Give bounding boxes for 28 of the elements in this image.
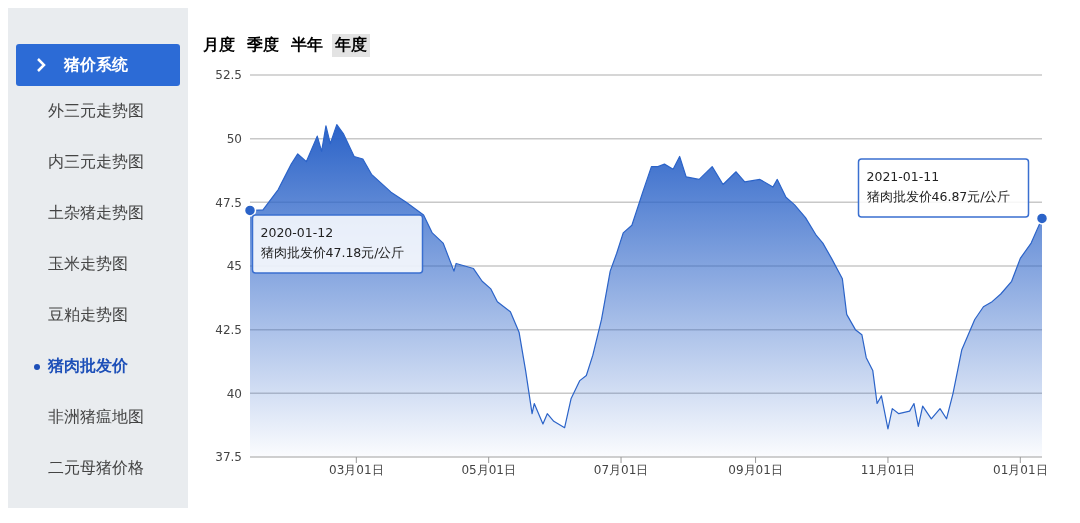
text: 豆粕走势图 <box>48 305 128 326</box>
text: 内三元走势图 <box>48 152 144 173</box>
x-tick-label: 01月01日 <box>993 462 1048 477</box>
annotation: 2021-01-11 猪肉批发价46.87元/公斤 <box>866 168 1011 204</box>
x-tick-label: 11月01日 <box>860 462 916 477</box>
text: 月度 <box>202 34 236 56</box>
annotation: 2020-01-12 猪肉批发价47.18元/公斤 <box>260 224 405 260</box>
text: 季度 <box>246 34 280 56</box>
y-tick-label: 52.5 <box>215 68 242 83</box>
text: 玉米走势图 <box>48 254 128 275</box>
y-tick-label: 47.5 <box>215 195 242 210</box>
text: 猪价系统 <box>64 54 128 76</box>
y-tick-label: 45 <box>226 259 242 274</box>
y-tick-label: 50 <box>226 131 242 146</box>
x-tick-label: 07月01日 <box>593 462 649 477</box>
y-tick-label: 37.5 <box>215 450 242 465</box>
x-tick-label: 03月01日 <box>329 462 384 477</box>
x-tick-label: 05月01日 <box>461 462 516 477</box>
y-tick-label: 42.5 <box>215 322 242 337</box>
text: 二元母猪价格 <box>48 458 144 479</box>
text: 猪肉批发价 <box>48 356 128 377</box>
text: 半年 <box>290 34 324 56</box>
text: 土杂猪走势图 <box>48 203 144 224</box>
text: 年度 <box>332 34 370 57</box>
text: 外三元走势图 <box>48 101 144 122</box>
x-tick-label: 09月01日 <box>728 462 783 477</box>
y-tick-label: 40 <box>226 386 242 401</box>
text: 非洲猪瘟地图 <box>48 407 144 428</box>
